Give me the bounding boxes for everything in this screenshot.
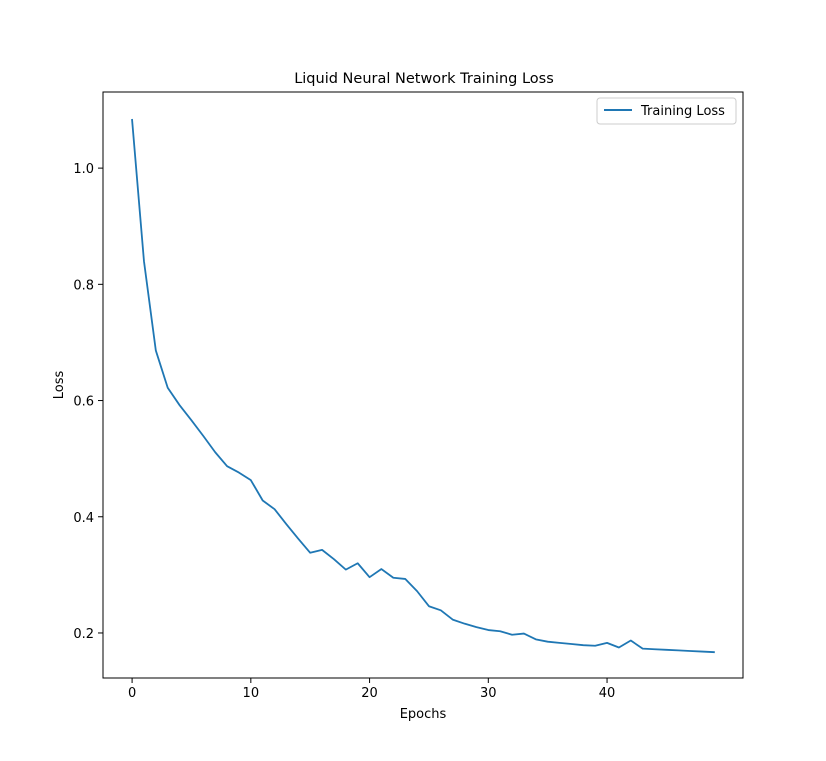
y-axis-ticks: 0.2 0.4 0.6 0.8 1.0: [73, 162, 103, 642]
y-tick-label: 0.4: [73, 511, 94, 526]
legend-label-training-loss: Training Loss: [640, 104, 725, 119]
y-tick-label: 0.8: [73, 278, 94, 293]
y-tick-label: 1.0: [73, 162, 94, 177]
x-tick-label: 0: [128, 686, 136, 701]
x-tick-label: 20: [361, 686, 378, 701]
plot-area-frame: [102, 91, 744, 679]
legend-box: [596, 97, 737, 125]
x-tick-label: 30: [480, 686, 497, 701]
x-tick-label: 40: [599, 686, 616, 701]
series-layer: [131, 118, 715, 654]
y-tick-label: 0.2: [73, 627, 94, 642]
x-axis-label: Epochs: [400, 707, 447, 722]
y-tick-label: 0.6: [73, 395, 94, 410]
series-line-training-loss: [131, 118, 715, 654]
x-tick-label: 10: [243, 686, 260, 701]
legend: Training Loss: [596, 97, 737, 125]
chart-title: Liquid Neural Network Training Loss: [294, 71, 554, 87]
y-axis-label: Loss: [52, 371, 67, 400]
x-axis-ticks: 0 10 20 30 40: [128, 678, 615, 701]
